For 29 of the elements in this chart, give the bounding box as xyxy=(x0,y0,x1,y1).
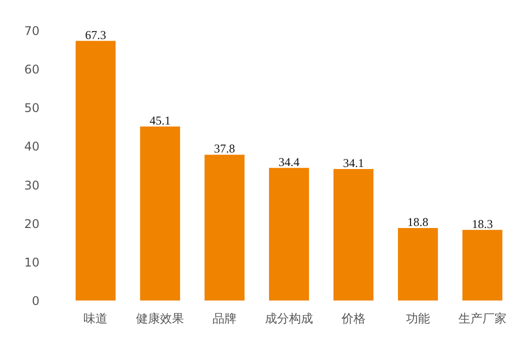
y-tick-label: 10 xyxy=(24,255,40,270)
bar xyxy=(140,126,180,300)
y-tick-label: 20 xyxy=(24,216,40,231)
bar xyxy=(76,40,116,300)
bar xyxy=(204,154,245,300)
data-label: 18.3 xyxy=(472,216,493,231)
x-tick-label: 品牌 xyxy=(212,312,237,326)
data-label: 45.1 xyxy=(150,114,171,128)
y-tick-label: 30 xyxy=(24,178,40,192)
y-tick-label: 70 xyxy=(24,24,40,38)
data-label: 37.8 xyxy=(214,142,236,156)
bar xyxy=(398,228,438,300)
y-tick-label: 0 xyxy=(32,294,40,308)
data-label: 67.3 xyxy=(85,28,106,42)
x-tick-label: 味道 xyxy=(84,312,108,326)
bar xyxy=(269,168,309,300)
y-tick-label: 50 xyxy=(24,101,40,116)
y-tick-label: 60 xyxy=(24,62,40,77)
x-tick-label: 生产厂家 xyxy=(458,312,506,326)
x-tick-label: 功能 xyxy=(406,312,430,326)
bar xyxy=(333,168,374,300)
bar xyxy=(462,230,502,300)
x-tick-label: 价格 xyxy=(340,312,366,326)
x-tick-label: 成分构成 xyxy=(265,312,313,326)
data-label: 34.1 xyxy=(342,156,364,170)
data-label: 18.8 xyxy=(407,214,428,229)
y-tick-label: 40 xyxy=(24,140,40,154)
x-tick-label: 健康效果 xyxy=(136,312,184,326)
data-label: 34.4 xyxy=(278,154,300,169)
